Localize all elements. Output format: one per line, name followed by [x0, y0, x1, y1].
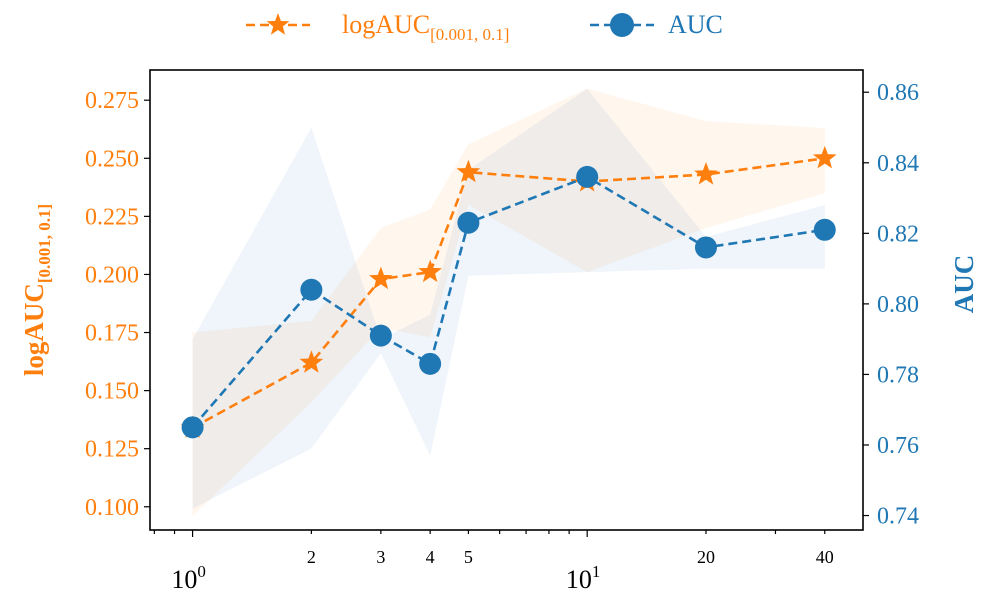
y-axis-left: 0.100 0.125 0.150 0.175 0.200 0.225 0.250 0.275: [85, 88, 150, 521]
marker-auc-2: [300, 278, 323, 301]
x-tick-label-2: 2: [307, 547, 316, 567]
x-axis: 100 2 3 4 5 101 20 40: [153, 530, 834, 594]
x-tick-label-3: 3: [376, 547, 385, 567]
y-right-tick-label: 0.74: [877, 504, 919, 530]
legend-label-auc: AUC: [668, 10, 723, 39]
y-right-title: AUC: [949, 255, 979, 314]
marker-logauc-2: [299, 350, 324, 373]
series-markers: [180, 145, 837, 439]
x-tick-label-4: 4: [426, 547, 435, 567]
marker-auc-20: [694, 236, 717, 259]
legend: logAUC[0.001, 0.1] AUC: [246, 10, 723, 44]
y-right-tick-label: 0.78: [877, 362, 919, 388]
y-left-tick-label: 0.275: [85, 88, 139, 114]
y-left-tick-label: 0.100: [85, 495, 139, 521]
y-right-tick-label: 0.84: [877, 151, 919, 177]
y-axis-titles: logAUC[0.001, 0.1] AUC: [19, 204, 979, 376]
y-left-tick-label: 0.125: [85, 437, 139, 463]
y-left-tick-label: 0.225: [85, 204, 139, 230]
x-tick-label-40: 40: [816, 547, 834, 567]
marker-auc-10: [576, 165, 599, 188]
plot-frame: [149, 69, 864, 531]
y-right-tick-label: 0.86: [877, 80, 919, 106]
y-axis-right: 0.74 0.76 0.78 0.80 0.82 0.84 0.86: [863, 80, 919, 530]
marker-logauc-40: [812, 145, 837, 169]
y-right-tick-label: 0.82: [877, 221, 919, 247]
x-tick-label-1: 100: [171, 562, 206, 594]
marker-logauc-5: [456, 159, 481, 183]
legend-label-logauc: logAUC[0.001, 0.1]: [342, 10, 509, 44]
y-left-title: logAUC[0.001, 0.1]: [19, 204, 54, 376]
y-right-tick-label: 0.76: [877, 433, 919, 459]
y-left-tick-label: 0.150: [85, 379, 139, 405]
line-auc: [191, 175, 825, 429]
marker-auc-3: [369, 324, 392, 347]
marker-auc-4: [419, 352, 442, 375]
x-tick-label-5: 5: [464, 547, 473, 567]
marker-auc-5: [457, 211, 480, 234]
line-logauc: [191, 157, 825, 429]
y-right-tick-label: 0.80: [877, 292, 919, 318]
y-left-tick-label: 0.200: [85, 262, 139, 288]
marker-logauc-20: [694, 162, 718, 185]
x-tick-label-20: 20: [697, 547, 715, 567]
y-left-tick-label: 0.250: [85, 146, 139, 172]
band-logauc: [192, 88, 825, 517]
legend-marker-logauc: [266, 13, 290, 35]
confidence-bands: [192, 88, 825, 517]
series-lines: [191, 157, 825, 429]
legend-marker-auc: [610, 13, 634, 37]
y-left-tick-label: 0.175: [85, 321, 139, 347]
marker-auc-40: [813, 218, 836, 241]
band-auc: [192, 88, 825, 509]
x-tick-label-10: 101: [566, 562, 601, 594]
marker-auc-1: [181, 416, 204, 439]
marker-logauc-4: [418, 259, 442, 283]
marker-logauc-3: [369, 266, 393, 290]
